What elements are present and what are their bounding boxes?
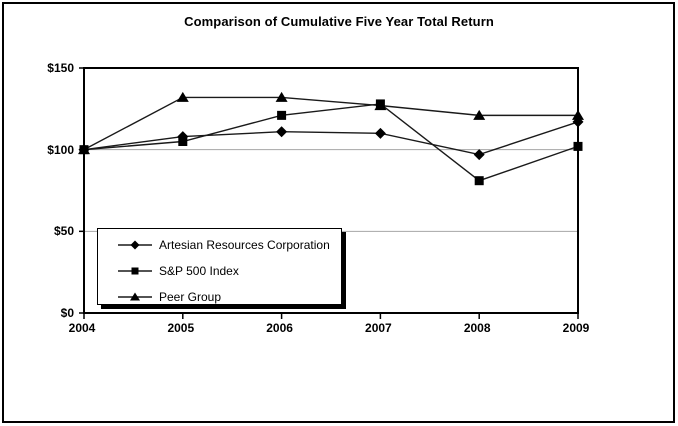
marker-diamond-artesian-resources-corporation bbox=[473, 149, 485, 161]
marker-diamond-artesian-resources-corporation bbox=[177, 131, 189, 143]
legend-label: S&P 500 Index bbox=[159, 264, 239, 278]
marker-triangle-peer-group bbox=[473, 109, 486, 120]
series-line-s-p-500-index bbox=[83, 103, 579, 182]
marker-triangle-peer-group bbox=[275, 91, 288, 102]
x-axis-tick-label: 2004 bbox=[68, 321, 96, 335]
y-axis-tick-label: $50 bbox=[53, 224, 74, 239]
marker-square-s-p-500-index bbox=[573, 141, 583, 151]
square-marker-icon bbox=[118, 267, 152, 275]
x-axis-tick-label: 2009 bbox=[562, 321, 590, 335]
square-glyph bbox=[131, 267, 139, 275]
x-axis-tick-label: 2006 bbox=[266, 321, 293, 335]
plot-border bbox=[83, 67, 579, 314]
marker-triangle-peer-group bbox=[176, 91, 189, 102]
marker-square-s-p-500-index bbox=[474, 176, 484, 186]
y-axis-tick-label: $150 bbox=[47, 61, 74, 75]
legend: Artesian Resources Corporation S&P 500 In… bbox=[97, 228, 342, 305]
legend-item-artesian-resources-corporation: Artesian Resources Corporation bbox=[98, 232, 341, 258]
x-axis-tick-label: 2008 bbox=[463, 321, 491, 335]
triangle-marker-icon bbox=[118, 292, 152, 301]
x-axis-tick-label: 2007 bbox=[365, 321, 392, 335]
legend-item-s-p-500-index: S&P 500 Index bbox=[98, 258, 341, 284]
marker-diamond-artesian-resources-corporation bbox=[572, 116, 584, 128]
chart-title: Comparison of Cumulative Five Year Total… bbox=[184, 14, 494, 29]
marker-square-s-p-500-index bbox=[375, 99, 385, 109]
legend-item-peer-group: Peer Group bbox=[98, 284, 341, 310]
y-axis-tick-label: $0 bbox=[60, 306, 74, 320]
marker-triangle-peer-group bbox=[572, 109, 584, 120]
diamond-glyph bbox=[130, 240, 140, 250]
diamond-marker-icon bbox=[118, 240, 152, 250]
legend-label: Artesian Resources Corporation bbox=[159, 238, 330, 252]
marker-diamond-artesian-resources-corporation bbox=[276, 126, 288, 138]
x-axis-tick-label: 2005 bbox=[167, 321, 195, 335]
marker-diamond-artesian-resources-corporation bbox=[78, 144, 90, 156]
series-line-artesian-resources-corporation bbox=[83, 121, 579, 156]
legend-label: Peer Group bbox=[159, 290, 222, 304]
triangle-glyph bbox=[130, 292, 140, 301]
series-line-peer-group bbox=[83, 96, 578, 151]
y-axis-tick-label: $100 bbox=[47, 142, 74, 157]
marker-square-s-p-500-index bbox=[277, 110, 287, 120]
marker-diamond-artesian-resources-corporation bbox=[374, 127, 386, 139]
